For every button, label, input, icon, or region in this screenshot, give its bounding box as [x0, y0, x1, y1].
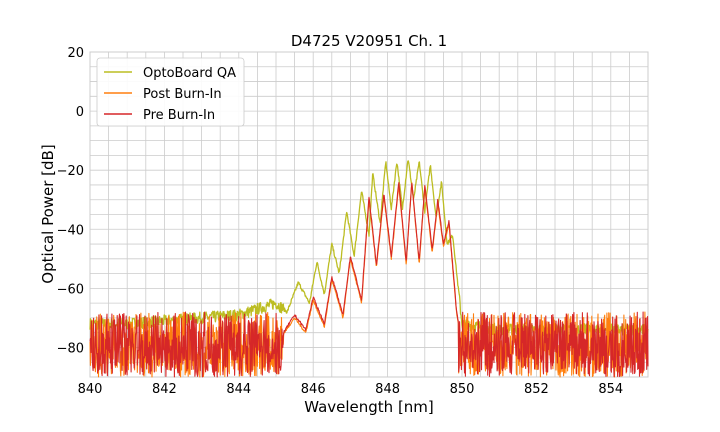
x-tick-label: 846 [301, 382, 326, 397]
legend-label-post-burn-in: Post Burn-In [143, 87, 222, 102]
x-tick-label: 854 [598, 382, 623, 397]
y-tick-label: 20 [67, 46, 84, 61]
legend: OptoBoard QA Post Burn-In Pre Burn-In [96, 57, 245, 127]
x-tick-label: 850 [450, 382, 475, 397]
y-axis-label: Optical Power [dB] [39, 144, 57, 283]
legend-label-pre-burn-in: Pre Burn-In [143, 108, 215, 123]
x-tick-label: 842 [152, 382, 177, 397]
x-axis-label: Wavelength [nm] [304, 398, 434, 416]
y-tick-label: −40 [57, 223, 84, 238]
plot-frame [89, 51, 649, 378]
series-line-pre-burn-in [89, 181, 649, 378]
legend-box [96, 57, 245, 127]
legend-label-optoboard-qa: OptoBoard QA [143, 66, 236, 81]
x-tick-label: 844 [226, 382, 251, 397]
x-tick-label: 840 [78, 382, 103, 397]
series-layer [89, 160, 649, 378]
chart-title: D4725 V20951 Ch. 1 [291, 32, 447, 50]
x-tick-label: 848 [375, 382, 400, 397]
ticks: 840 842 844 846 848 850 852 854 20 0 −20 −40 −60 −80 [57, 46, 624, 397]
y-tick-label: 0 [76, 105, 84, 120]
y-tick-label: −80 [57, 341, 84, 356]
y-tick-label: −60 [57, 282, 84, 297]
x-tick-label: 852 [524, 382, 549, 397]
y-tick-label: −20 [57, 164, 84, 179]
